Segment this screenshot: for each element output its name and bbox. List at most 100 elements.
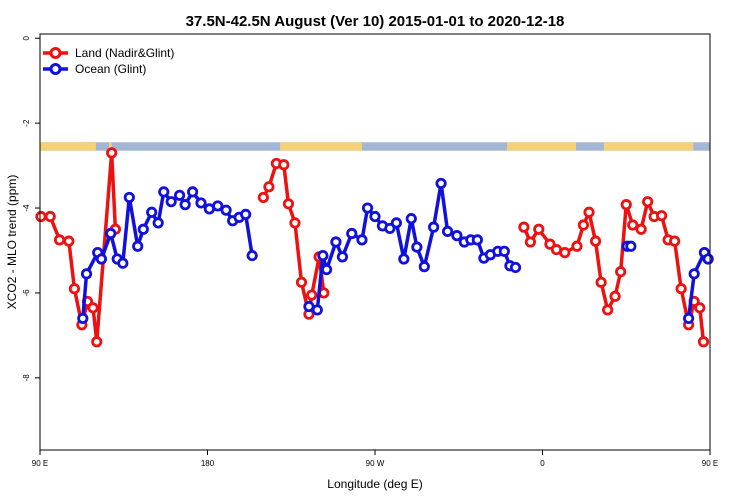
- data-point: [346, 227, 358, 240]
- x-tick-label: 0: [540, 459, 545, 468]
- data-point: [179, 199, 191, 211]
- data-point: [411, 241, 423, 253]
- data-point: [369, 210, 381, 223]
- x-tick-label: 180: [201, 459, 215, 468]
- plot-area: [35, 147, 714, 348]
- data-point: [91, 336, 103, 348]
- data-point: [625, 240, 637, 252]
- series-line: [522, 199, 706, 342]
- data-point: [263, 181, 275, 193]
- legend-land-marker: [49, 47, 62, 59]
- data-point: [635, 223, 647, 235]
- data-point: [471, 234, 483, 246]
- data-point: [95, 253, 108, 265]
- data-point: [697, 336, 710, 348]
- y-tick-label: -6: [22, 289, 31, 297]
- data-point: [212, 200, 224, 212]
- data-point: [240, 208, 252, 221]
- legend: Land (Nadir&Glint) Ocean (Glint): [43, 46, 174, 76]
- data-point: [306, 289, 318, 301]
- data-point: [321, 263, 333, 276]
- data-point: [146, 206, 158, 218]
- data-point: [509, 261, 522, 274]
- data-point: [390, 217, 403, 229]
- data-point: [246, 249, 258, 262]
- data-point: [117, 257, 129, 269]
- data-point: [105, 227, 117, 240]
- data-point: [620, 199, 632, 211]
- land-segment: [603, 142, 694, 151]
- data-point: [361, 202, 374, 214]
- data-point: [577, 219, 590, 231]
- data-point: [106, 147, 118, 159]
- data-point: [533, 223, 545, 235]
- data-point: [398, 253, 410, 265]
- y-axis-label: XCO2 - MLO trend (ppm): [5, 175, 19, 310]
- data-point: [609, 290, 621, 302]
- data-point: [123, 191, 135, 204]
- data-point: [195, 197, 207, 209]
- chart-title: 37.5N-42.5N August (Ver 10) 2015-01-01 t…: [186, 13, 565, 30]
- data-point: [615, 266, 627, 278]
- data-point: [405, 213, 417, 225]
- data-point: [524, 236, 537, 248]
- ocean-band: [40, 142, 710, 151]
- data-point: [627, 219, 639, 231]
- data-point: [675, 283, 687, 295]
- x-tick-label: 90 E: [32, 459, 48, 468]
- data-point: [441, 225, 454, 237]
- data-point: [35, 210, 47, 223]
- data-point: [642, 196, 654, 208]
- data-point: [498, 245, 510, 257]
- data-point: [682, 312, 695, 325]
- data-point: [330, 236, 342, 248]
- land-segment: [280, 142, 362, 151]
- data-point: [702, 253, 714, 265]
- data-point: [583, 206, 595, 218]
- data-point: [257, 191, 269, 204]
- data-point: [165, 196, 177, 208]
- legend-land-label: Land (Nadir&Glint): [75, 46, 174, 60]
- data-point: [68, 283, 81, 295]
- data-point: [187, 186, 199, 198]
- x-axis-label: Longitude (deg E): [327, 477, 422, 491]
- land-segment: [507, 142, 576, 151]
- data-point: [311, 304, 323, 316]
- legend-ocean-marker: [49, 63, 62, 75]
- land-segment: [108, 142, 112, 151]
- data-point: [295, 276, 308, 288]
- data-point: [356, 234, 368, 246]
- data-point: [173, 189, 186, 201]
- data-point: [53, 234, 66, 246]
- data-point: [220, 204, 232, 216]
- land-ocean-band: [40, 142, 710, 151]
- data-point: [137, 223, 149, 235]
- data-point: [694, 302, 706, 314]
- y-tick-label: -4: [22, 204, 31, 212]
- x-axis: 90 E 180 90 W 0 90 E: [32, 450, 718, 468]
- data-point: [435, 177, 447, 190]
- y-axis: 0 -2 -4 -6 -8: [22, 35, 40, 381]
- data-point: [63, 235, 75, 247]
- data-point: [428, 221, 440, 233]
- data-point: [278, 159, 290, 171]
- y-tick-label: 0: [22, 35, 31, 40]
- data-point: [589, 235, 602, 247]
- land-segment: [40, 142, 96, 151]
- data-point: [451, 230, 463, 242]
- data-point: [77, 312, 89, 325]
- data-point: [595, 276, 607, 288]
- data-point: [688, 268, 700, 280]
- data-point: [669, 235, 681, 247]
- data-point: [336, 251, 349, 263]
- data-point: [158, 186, 170, 198]
- y-tick-label: -8: [22, 374, 31, 382]
- data-point: [518, 221, 530, 233]
- data-point: [44, 210, 56, 223]
- data-point: [80, 268, 93, 280]
- data-point: [282, 198, 295, 210]
- data-point: [571, 240, 583, 252]
- data-point: [418, 261, 430, 273]
- data-point: [132, 240, 144, 252]
